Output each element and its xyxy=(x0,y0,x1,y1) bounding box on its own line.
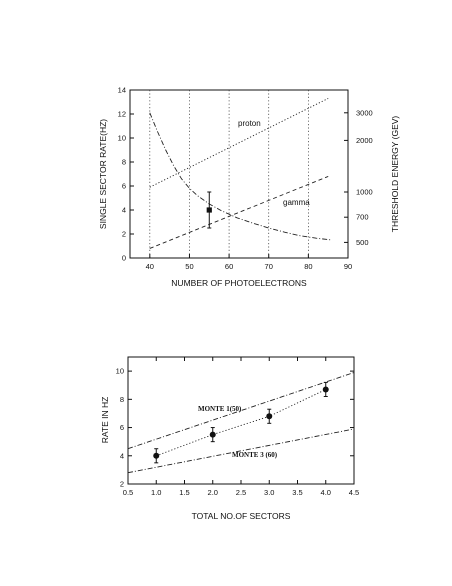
data-point xyxy=(209,431,216,438)
x-tick-label: 60 xyxy=(225,262,233,271)
x-axis-label: NUMBER OF PHOTOELECTRONS xyxy=(171,278,307,288)
series-layer xyxy=(149,97,333,249)
x-tick-label: 2.5 xyxy=(236,488,246,497)
y2-axis-label: THRESHOLD ENERGY (GEV) xyxy=(390,116,400,233)
series-line-measured xyxy=(156,389,326,457)
y-tick-label: 4 xyxy=(122,206,126,215)
y-tick-label: 0 xyxy=(122,254,126,263)
x-axis-label: TOTAL NO.OF SECTORS xyxy=(192,511,291,521)
chart-photoelectrons: 40 50 60 70 80 90 0 2 4 6 8 10 12 14 3000 2000 1000 700 50… xyxy=(98,86,400,289)
y-tick-label: 8 xyxy=(120,395,124,404)
series-line-proton xyxy=(149,97,329,188)
y-tick-label: 10 xyxy=(118,134,126,143)
plot-frame xyxy=(129,89,349,259)
y-tick-label: 14 xyxy=(118,86,126,95)
annotation-gamma: gamma xyxy=(283,198,310,207)
x-tick-label: 40 xyxy=(146,262,154,271)
x-tick-label: 80 xyxy=(304,262,312,271)
data-points xyxy=(206,191,212,229)
x-tick-label: 1.0 xyxy=(151,488,161,497)
annotation-monte-3: MONTE 3 (60) xyxy=(232,451,278,459)
axes: 0.5 1.0 1.5 2.0 2.5 3.0 3.5 4.0 4.5 2 4 6 8 10 xyxy=(116,357,359,497)
y-tick-label: 6 xyxy=(122,182,126,191)
y2-tick-label: 500 xyxy=(356,238,369,247)
y-tick-label: 10 xyxy=(116,367,124,376)
axes: 40 50 60 70 80 90 0 2 4 6 8 10 12 14 3000 2000 1000 700 50… xyxy=(118,86,373,272)
y2-tick-label: 3000 xyxy=(356,108,373,117)
x-tick-label: 50 xyxy=(185,262,193,271)
y-tick-label: 12 xyxy=(118,110,126,119)
data-point xyxy=(206,207,212,213)
x-tick-label: 4.5 xyxy=(349,488,359,497)
y2-tick-label: 1000 xyxy=(356,188,373,197)
y-tick-label: 4 xyxy=(120,451,124,460)
chart-sectors: 0.5 1.0 1.5 2.0 2.5 3.0 3.5 4.0 4.5 2 4 6 8 10 MONTE … xyxy=(100,356,359,521)
gridlines xyxy=(149,90,309,258)
data-point xyxy=(266,413,273,420)
x-tick-label: 4.0 xyxy=(321,488,331,497)
data-point xyxy=(322,386,329,393)
annotation-proton: proton xyxy=(238,119,261,128)
data-points xyxy=(153,381,329,464)
y2-tick-label: 2000 xyxy=(356,136,373,145)
x-tick-label: 3.5 xyxy=(292,488,302,497)
y-tick-label: 2 xyxy=(120,480,124,489)
x-tick-label: 1.5 xyxy=(179,488,189,497)
series-line-gamma xyxy=(149,175,329,249)
x-tick-label: 2.0 xyxy=(208,488,218,497)
plot-frame xyxy=(127,356,355,485)
y-tick-label: 6 xyxy=(120,423,124,432)
data-point xyxy=(153,452,160,459)
y-tick-label: 2 xyxy=(122,230,126,239)
series-line-rate-curve xyxy=(149,112,333,241)
x-tick-label: 70 xyxy=(265,262,273,271)
annotation-monte-1: MONTE 1(50) xyxy=(198,405,242,413)
x-tick-label: 0.5 xyxy=(123,488,133,497)
y-tick-label: 8 xyxy=(122,158,126,167)
series-line-monte-3-60- xyxy=(127,428,355,474)
series-layer xyxy=(127,372,355,474)
y-axis-label: SINGLE SECTOR RATE(HZ) xyxy=(98,119,108,229)
y2-tick-label: 700 xyxy=(356,213,369,222)
x-tick-label: 3.0 xyxy=(264,488,274,497)
y-axis-label: RATE IN HZ xyxy=(100,397,110,444)
x-tick-label: 90 xyxy=(344,262,352,271)
